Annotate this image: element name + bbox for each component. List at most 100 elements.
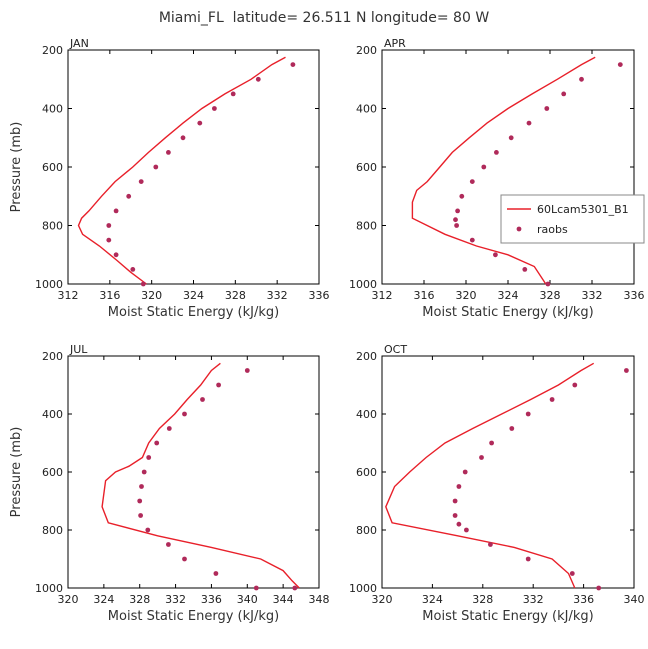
raob-point [617, 62, 623, 67]
raob-point [455, 208, 460, 214]
x-tick-label: 332 [523, 593, 544, 606]
y-tick-label: 800 [356, 220, 377, 233]
raob-point [212, 106, 217, 111]
y-tick-label: 200 [356, 350, 377, 363]
raob-point [166, 150, 171, 155]
x-tick-label: 316 [99, 289, 120, 302]
y-tick-label: 1000 [35, 278, 63, 291]
raob-point [452, 498, 458, 504]
raob-point [469, 179, 475, 185]
raob-point [509, 426, 515, 431]
raob-point [200, 397, 205, 402]
raob-point [544, 106, 550, 111]
raob-point [596, 585, 602, 591]
x-axis-label: Moist Static Energy (kJ/kg) [108, 609, 279, 624]
raob-point [244, 368, 250, 373]
raob-point [139, 484, 144, 489]
panel-title: OCT [384, 343, 407, 356]
model-line [385, 362, 595, 589]
raob-point [197, 120, 203, 126]
raob-point [569, 571, 575, 576]
raob-point [525, 411, 531, 417]
raob-point [126, 193, 132, 199]
y-tick-label: 800 [42, 524, 63, 537]
raob-point [230, 91, 236, 97]
raob-point [182, 411, 187, 417]
x-tick-label: 336 [309, 289, 330, 302]
x-tick-label: 320 [58, 593, 79, 606]
y-tick-label: 200 [42, 44, 63, 57]
panel-oct: OCT 320 324 328 332 336 340 200 400 600 800 1000 Moi… [349, 343, 645, 624]
y-axis-label: Pressure (mb) [9, 122, 24, 213]
raob-point [113, 252, 119, 258]
raob-point [146, 455, 152, 460]
x-tick-label: 324 [498, 289, 519, 302]
y-tick-label: 600 [42, 161, 63, 174]
x-tick-label: 332 [582, 289, 603, 302]
raob-point [479, 455, 484, 460]
raob-point [454, 223, 459, 228]
plot-frame [381, 355, 635, 589]
x-tick-label: 316 [414, 289, 435, 302]
raob-point [182, 556, 187, 562]
x-tick-label: 312 [372, 289, 393, 302]
x-tick-label: 348 [309, 593, 330, 606]
x-tick-label: 336 [201, 593, 222, 606]
raob-point [456, 484, 462, 489]
raob-point [462, 469, 468, 475]
y-tick-label: 400 [356, 408, 377, 421]
y-tick-label: 1000 [349, 582, 377, 595]
raob-point [141, 469, 147, 475]
raob-point [140, 281, 146, 287]
x-tick-label: 332 [165, 593, 186, 606]
raob-point [549, 397, 555, 402]
x-tick-label: 332 [267, 289, 288, 302]
raob-point [526, 120, 532, 126]
y-axis-label: Pressure (mb) [9, 427, 24, 518]
raob-point [481, 164, 487, 170]
raob-point [130, 267, 136, 272]
raob-point [452, 513, 458, 518]
raob-point [153, 164, 159, 170]
y-tick-label: 600 [356, 466, 377, 479]
panel-apr: APR 312 316 320 324 328 332 336 200 400 600 800 1000… [349, 37, 645, 320]
legend-box [500, 194, 645, 244]
panel-title: JUL [69, 343, 88, 356]
x-axis-label: Moist Static Energy (kJ/kg) [108, 305, 279, 320]
raob-point [522, 267, 528, 272]
raob-point [137, 498, 143, 504]
raob-point [525, 556, 531, 562]
raob-point [292, 585, 298, 591]
x-tick-label: 324 [93, 593, 114, 606]
figure-title: Miami_FL latitude= 26.511 N longitude= 8… [159, 10, 489, 26]
legend-label-model: 60Lcam5301_B1 [537, 203, 629, 216]
raob-point [290, 62, 296, 67]
x-tick-label: 324 [183, 289, 204, 302]
y-tick-label: 1000 [349, 278, 377, 291]
x-axis-label: Moist Static Energy (kJ/kg) [422, 609, 593, 624]
raob-point [216, 382, 222, 388]
raob-point [145, 527, 151, 533]
y-tick-label: 400 [42, 103, 63, 116]
raob-point [154, 440, 160, 446]
y-tick-label: 600 [42, 466, 63, 479]
x-tick-label: 344 [273, 593, 294, 606]
raob-point [493, 252, 498, 258]
raob-point [166, 542, 171, 547]
raob-point [113, 208, 119, 214]
raob-point [106, 223, 112, 228]
y-tick-label: 200 [356, 44, 377, 57]
x-axis-label: Moist Static Energy (kJ/kg) [422, 305, 593, 320]
raob-point [180, 135, 186, 141]
model-line [411, 56, 596, 285]
raob-point [456, 521, 462, 527]
raob-point [469, 237, 475, 243]
raob-point [579, 76, 584, 82]
x-tick-label: 340 [237, 593, 258, 606]
raob-point [488, 542, 493, 547]
panel-jul: JUL 320 324 328 332 336 340 344 348 200 400 600 800 1… [9, 343, 330, 624]
raob-point [508, 135, 514, 141]
x-tick-label: 328 [472, 593, 493, 606]
raob-point [255, 76, 261, 82]
raob-point [213, 571, 219, 576]
